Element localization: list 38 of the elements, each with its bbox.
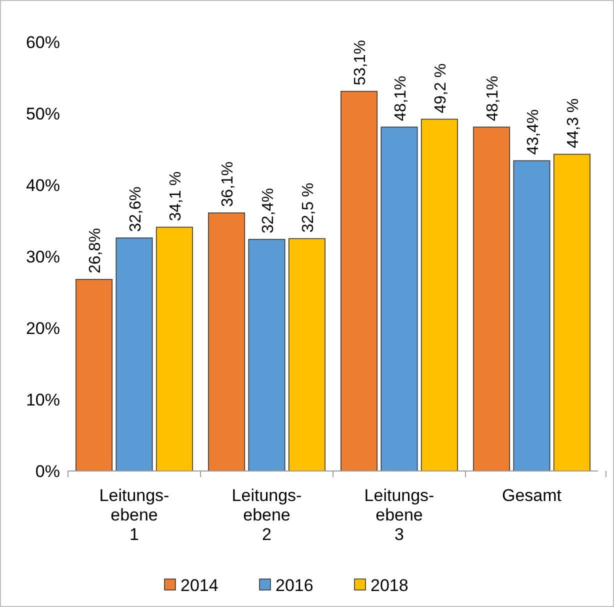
y-tick-label: 60% — [26, 32, 60, 52]
data-label: 32,4% — [260, 188, 277, 234]
bar — [340, 90, 378, 472]
y-tick-label: 50% — [26, 104, 60, 124]
data-label: 36,1% — [220, 162, 237, 207]
legend-label: 2014 — [180, 576, 218, 595]
x-tick-label: Leitungs- ebene 2 — [232, 486, 302, 544]
legend-label: 2016 — [276, 576, 314, 595]
data-label: 34,1 % — [167, 171, 184, 222]
bar — [156, 226, 193, 472]
data-label: 32,5 % — [300, 182, 317, 233]
bar — [553, 154, 590, 472]
data-label: 43,4% — [524, 109, 542, 155]
y-tick-label: 20% — [26, 318, 60, 338]
y-tick-label: 30% — [26, 247, 60, 266]
legend-label: 2018 — [370, 576, 408, 595]
x-tick-label: Leitungs- ebene 1 — [99, 486, 170, 544]
bar — [248, 238, 286, 472]
y-tick-label: 10% — [26, 390, 60, 410]
y-tick-label: 0% — [35, 462, 60, 481]
bar — [288, 238, 326, 472]
x-tick-label: Leitungs- ebene 3 — [364, 486, 434, 544]
data-label: 53,1% — [352, 40, 370, 86]
bar — [420, 118, 458, 472]
x-tick-label: Gesamt — [502, 486, 562, 505]
bar — [513, 160, 550, 472]
data-label: 48,1% — [392, 76, 410, 122]
y-tick-label: 40% — [26, 176, 60, 195]
bar — [473, 126, 510, 472]
data-label: 44,3 % — [564, 98, 582, 148]
bar — [380, 126, 418, 472]
data-label: 32,6% — [127, 186, 144, 232]
bar — [76, 278, 113, 472]
data-label: 49,2 % — [432, 63, 450, 114]
data-label: 26,8% — [87, 228, 104, 274]
bar — [116, 238, 153, 472]
data-label: 48,1% — [484, 76, 502, 122]
bar — [208, 212, 246, 472]
